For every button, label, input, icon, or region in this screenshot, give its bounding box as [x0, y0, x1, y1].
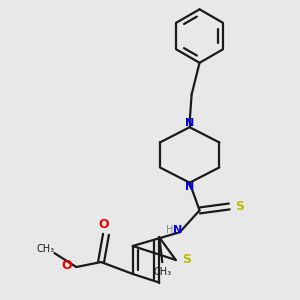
Text: H: H — [166, 225, 173, 235]
Text: N: N — [185, 118, 194, 128]
Text: CH₃: CH₃ — [37, 244, 55, 254]
Text: N: N — [173, 225, 182, 235]
Text: S: S — [235, 200, 244, 213]
Text: CH₃: CH₃ — [153, 267, 171, 277]
Text: O: O — [99, 218, 109, 231]
Text: S: S — [182, 254, 191, 266]
Text: O: O — [61, 259, 72, 272]
Text: N: N — [185, 182, 194, 192]
